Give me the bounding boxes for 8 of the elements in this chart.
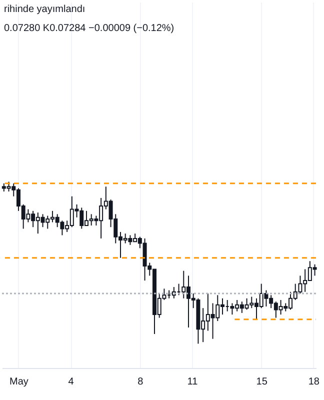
x-tick-label: 15 [256, 376, 268, 388]
text: rihinde yayımlandı [4, 4, 86, 15]
text: 0.07280 K0.07284 −0.00009 (−0.12%) [4, 23, 174, 34]
x-tick-label: 4 [68, 376, 74, 388]
x-tick-label: 18 [308, 376, 320, 388]
x-tick-label: May [10, 376, 28, 388]
x-tick-label: 8 [138, 376, 144, 388]
x-tick-label: 11 [187, 376, 198, 388]
